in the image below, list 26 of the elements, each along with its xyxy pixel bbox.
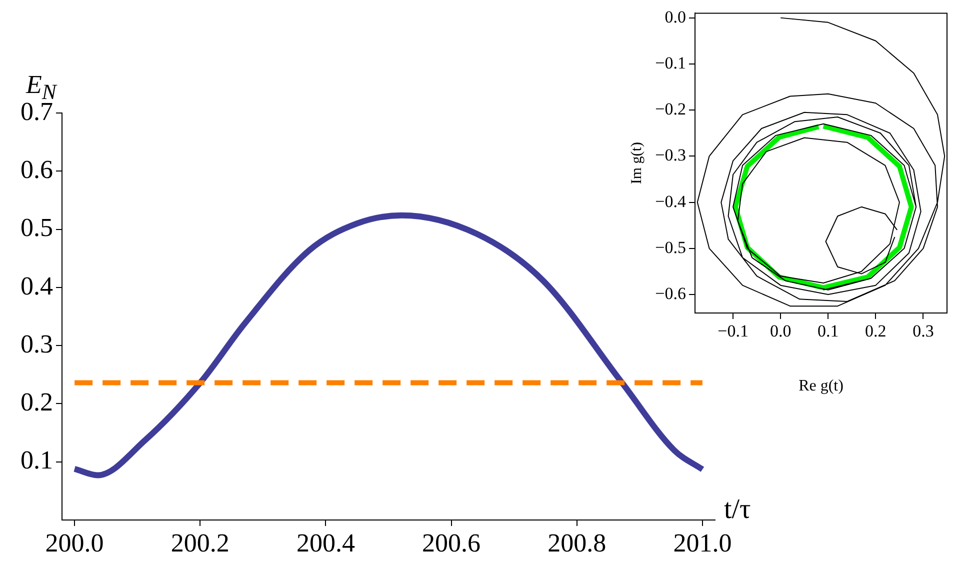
y-tick-label: −0.4 — [655, 192, 686, 211]
y-tick-label: −0.5 — [655, 238, 686, 257]
x-tick-label: 0.2 — [865, 322, 886, 341]
x-tick-label: 0.3 — [912, 322, 934, 341]
y-tick-label: 0.1 — [20, 446, 53, 475]
y-tick-label: −0.1 — [655, 53, 686, 72]
x-axis-title: t/τ — [724, 494, 751, 526]
y-tick-label: −0.6 — [655, 284, 686, 304]
x-tick-label: −0.1 — [718, 322, 748, 341]
y-tick-label: 0.4 — [20, 271, 53, 300]
x-tick-label: 201.0 — [673, 528, 732, 558]
x-tick-label: 200.6 — [422, 528, 481, 558]
x-tick-label: 0.1 — [818, 322, 839, 341]
x-tick-label: 200.2 — [170, 528, 230, 558]
x-tick-label: 200.0 — [45, 528, 104, 558]
y-axis-title: Im g(t) — [628, 142, 645, 184]
y-tick-label: 0.5 — [20, 213, 53, 242]
y-tick-label: 0.6 — [20, 154, 53, 184]
y-tick-label: 0.0 — [664, 7, 686, 26]
x-axis-title: Re g(t) — [798, 378, 844, 395]
x-tick-label: 200.4 — [296, 528, 355, 558]
y-tick-label: −0.3 — [655, 146, 686, 165]
x-tick-label: 200.8 — [548, 528, 606, 558]
y-tick-label: −0.2 — [655, 100, 686, 119]
y-tick-label: 0.2 — [20, 388, 53, 417]
x-tick-label: 0.0 — [770, 322, 792, 341]
